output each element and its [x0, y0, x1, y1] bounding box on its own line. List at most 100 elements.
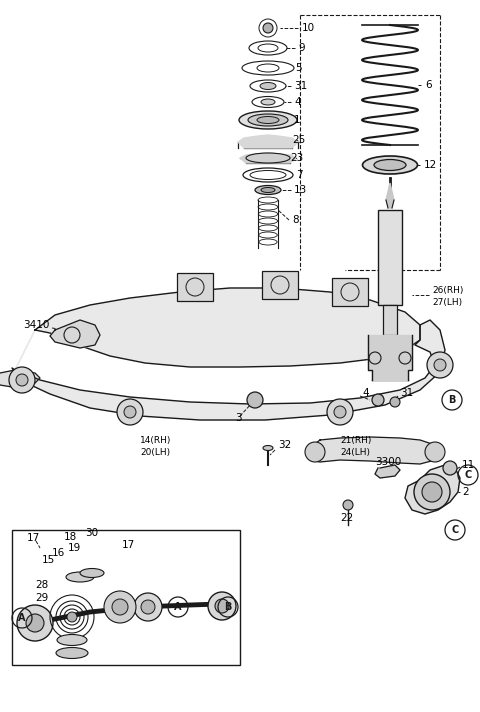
Text: A: A	[18, 613, 26, 623]
Text: 11: 11	[462, 460, 475, 470]
Circle shape	[414, 474, 450, 510]
Circle shape	[327, 399, 353, 425]
Polygon shape	[386, 183, 394, 208]
Text: 15: 15	[42, 555, 55, 565]
Text: 31: 31	[294, 81, 307, 91]
Text: 4: 4	[294, 97, 300, 107]
Text: 18: 18	[64, 532, 77, 542]
Text: B: B	[224, 602, 232, 612]
Text: B: B	[448, 395, 456, 405]
Text: 5: 5	[295, 63, 301, 73]
Text: 10: 10	[302, 23, 315, 33]
Text: 1: 1	[294, 115, 300, 125]
Bar	[177, 273, 213, 301]
Ellipse shape	[255, 186, 281, 194]
Ellipse shape	[257, 117, 279, 123]
Circle shape	[67, 612, 77, 622]
Text: 3300: 3300	[375, 457, 401, 467]
Ellipse shape	[239, 111, 297, 129]
Circle shape	[427, 352, 453, 378]
Text: 24(LH): 24(LH)	[340, 448, 370, 456]
Text: 16: 16	[52, 548, 65, 558]
Bar	[332, 278, 368, 306]
Circle shape	[16, 374, 28, 386]
Circle shape	[343, 500, 353, 510]
Text: 13: 13	[294, 185, 307, 195]
Circle shape	[263, 23, 273, 33]
Circle shape	[425, 442, 445, 462]
Text: 31: 31	[400, 388, 413, 398]
Ellipse shape	[263, 446, 273, 451]
Text: 21(RH): 21(RH)	[340, 436, 372, 444]
Circle shape	[104, 591, 136, 623]
Circle shape	[305, 442, 325, 462]
Ellipse shape	[362, 156, 418, 174]
Circle shape	[134, 593, 162, 621]
Ellipse shape	[260, 83, 276, 90]
Text: 22: 22	[340, 513, 353, 523]
Ellipse shape	[66, 572, 94, 582]
Text: 32: 32	[278, 440, 291, 450]
Text: 3410: 3410	[24, 320, 50, 330]
Circle shape	[390, 397, 400, 407]
Circle shape	[117, 399, 143, 425]
Text: 23: 23	[290, 153, 303, 163]
Polygon shape	[12, 288, 445, 420]
Text: 17: 17	[27, 533, 40, 543]
Polygon shape	[0, 370, 40, 388]
Text: 9: 9	[298, 43, 305, 53]
Text: 8: 8	[292, 215, 299, 225]
Text: 30: 30	[85, 528, 98, 538]
Text: 4: 4	[362, 388, 369, 398]
Circle shape	[443, 461, 457, 475]
Polygon shape	[238, 135, 298, 148]
Text: 6: 6	[425, 80, 432, 90]
Circle shape	[141, 600, 155, 614]
Ellipse shape	[248, 114, 288, 126]
Circle shape	[208, 592, 236, 620]
Text: 20(LH): 20(LH)	[140, 448, 170, 456]
Text: 14(RH): 14(RH)	[140, 436, 171, 444]
Text: 12: 12	[424, 160, 437, 170]
Text: C: C	[464, 470, 472, 480]
Circle shape	[124, 406, 136, 418]
Text: 26(RH): 26(RH)	[432, 286, 463, 295]
Text: 29: 29	[35, 593, 48, 603]
Bar	[378, 210, 402, 305]
Text: 19: 19	[68, 543, 81, 553]
Bar	[383, 305, 397, 335]
Bar	[262, 271, 298, 299]
Circle shape	[26, 614, 44, 632]
Circle shape	[334, 406, 346, 418]
Circle shape	[422, 482, 442, 502]
Text: 25: 25	[292, 135, 305, 145]
Ellipse shape	[374, 159, 406, 170]
Polygon shape	[240, 153, 296, 163]
Circle shape	[247, 392, 263, 408]
Ellipse shape	[80, 568, 104, 577]
Ellipse shape	[261, 187, 275, 192]
Polygon shape	[308, 437, 440, 464]
Ellipse shape	[261, 99, 275, 105]
Circle shape	[434, 359, 446, 371]
Polygon shape	[375, 465, 400, 478]
Text: 2: 2	[462, 487, 468, 497]
Circle shape	[17, 605, 53, 641]
Ellipse shape	[57, 634, 87, 646]
Text: 28: 28	[35, 580, 48, 590]
Text: 27(LH): 27(LH)	[432, 298, 462, 306]
Bar	[12, 530, 240, 665]
Text: 7: 7	[296, 170, 302, 180]
Circle shape	[9, 367, 35, 393]
Text: A: A	[174, 602, 182, 612]
Circle shape	[372, 394, 384, 406]
Ellipse shape	[56, 647, 88, 659]
Polygon shape	[368, 335, 412, 380]
Text: 3: 3	[235, 413, 241, 423]
Polygon shape	[50, 320, 100, 348]
Text: 17: 17	[122, 540, 135, 550]
Text: C: C	[451, 525, 458, 535]
Polygon shape	[405, 465, 460, 514]
Circle shape	[215, 599, 229, 613]
Circle shape	[112, 599, 128, 615]
